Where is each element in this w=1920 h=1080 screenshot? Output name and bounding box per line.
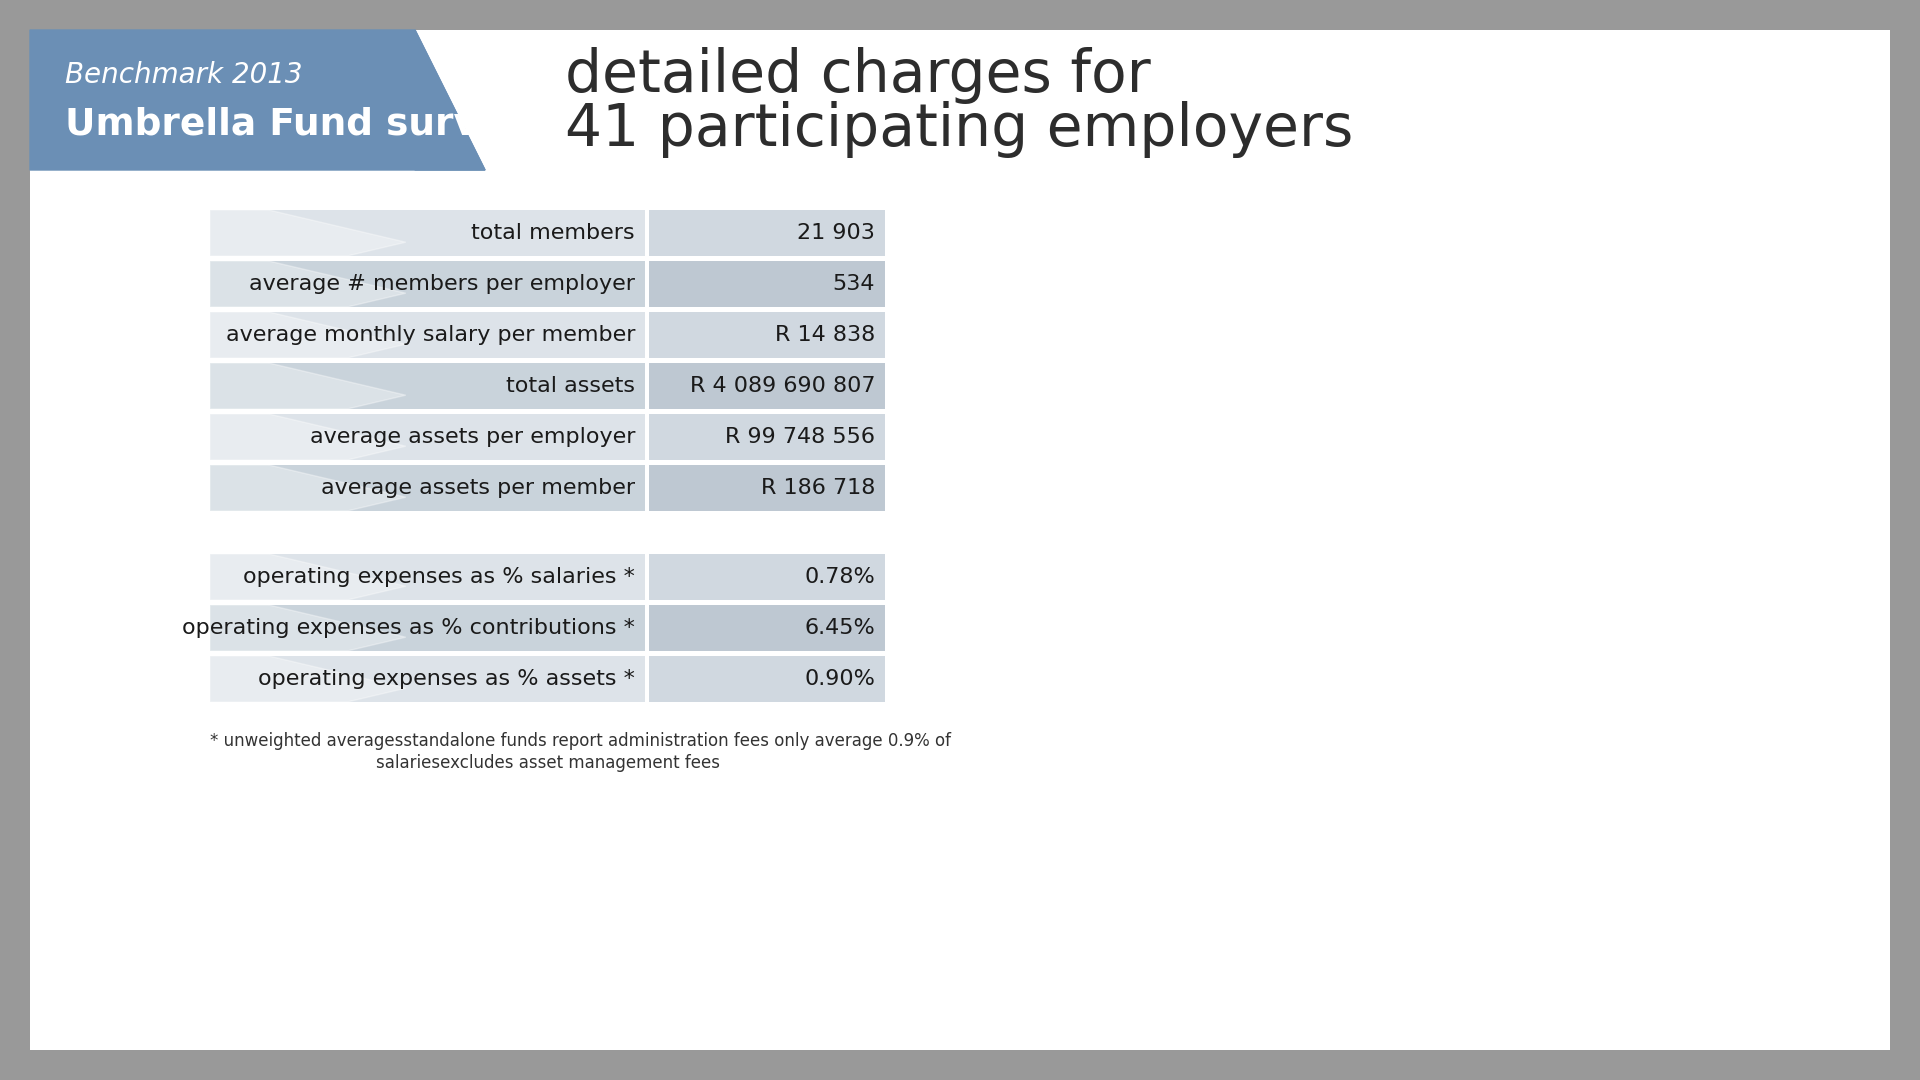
FancyBboxPatch shape [209,465,645,511]
Text: R 99 748 556: R 99 748 556 [726,427,876,447]
Text: average monthly salary per member: average monthly salary per member [225,325,636,345]
FancyBboxPatch shape [649,261,885,307]
Polygon shape [209,605,405,651]
FancyBboxPatch shape [649,363,885,409]
Text: 534: 534 [833,274,876,294]
Text: operating expenses as % salaries *: operating expenses as % salaries * [244,567,636,588]
Text: 6.45%: 6.45% [804,618,876,638]
Text: * unweighted averagesstandalone funds report administration fees only average 0.: * unweighted averagesstandalone funds re… [209,732,950,750]
Text: average # members per employer: average # members per employer [250,274,636,294]
FancyBboxPatch shape [209,210,645,256]
FancyBboxPatch shape [209,554,645,600]
FancyBboxPatch shape [649,312,885,357]
FancyBboxPatch shape [649,656,885,702]
Polygon shape [31,30,486,170]
Text: R 186 718: R 186 718 [760,478,876,498]
Text: average assets per member: average assets per member [321,478,636,498]
Text: operating expenses as % assets *: operating expenses as % assets * [257,669,636,689]
Text: R 14 838: R 14 838 [776,325,876,345]
Polygon shape [415,30,486,170]
Text: total members: total members [472,222,636,243]
Text: total assets: total assets [507,376,636,396]
FancyBboxPatch shape [209,414,645,460]
Polygon shape [209,554,405,600]
FancyBboxPatch shape [209,261,645,307]
Text: 0.78%: 0.78% [804,567,876,588]
FancyBboxPatch shape [649,605,885,651]
Polygon shape [209,363,405,409]
Polygon shape [209,656,405,702]
Polygon shape [209,414,405,460]
Text: 21 903: 21 903 [797,222,876,243]
FancyBboxPatch shape [649,554,885,600]
Text: Umbrella Fund survey: Umbrella Fund survey [65,107,528,143]
Text: Benchmark 2013: Benchmark 2013 [65,60,303,89]
FancyBboxPatch shape [209,656,645,702]
Polygon shape [209,261,405,307]
Polygon shape [209,210,405,256]
FancyBboxPatch shape [649,210,885,256]
Text: R 4 089 690 807: R 4 089 690 807 [689,376,876,396]
Text: average assets per employer: average assets per employer [309,427,636,447]
Text: salariesexcludes asset management fees: salariesexcludes asset management fees [376,754,720,772]
Polygon shape [209,312,405,357]
FancyBboxPatch shape [209,363,645,409]
Polygon shape [209,465,405,511]
FancyBboxPatch shape [209,312,645,357]
Text: operating expenses as % contributions *: operating expenses as % contributions * [182,618,636,638]
Text: 0.90%: 0.90% [804,669,876,689]
FancyBboxPatch shape [209,605,645,651]
FancyBboxPatch shape [31,30,1889,1050]
FancyBboxPatch shape [649,465,885,511]
Text: detailed charges for: detailed charges for [564,46,1150,104]
Text: 41 participating employers: 41 participating employers [564,102,1354,159]
FancyBboxPatch shape [649,414,885,460]
